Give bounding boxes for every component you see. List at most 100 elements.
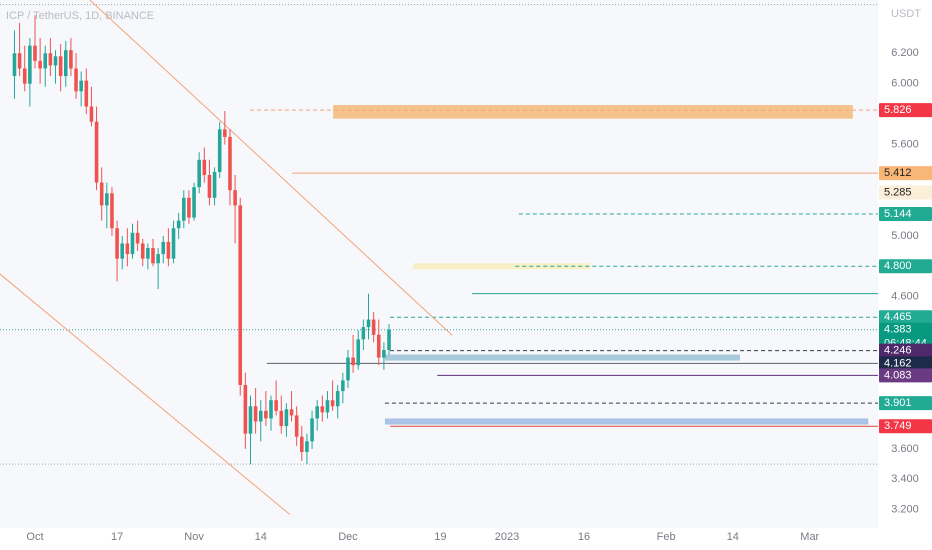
candle-body: [53, 56, 58, 66]
candle-body: [197, 159, 201, 188]
candle-body: [181, 197, 186, 221]
candle-body: [146, 248, 150, 259]
candle-body: [253, 406, 258, 422]
price-zone: [384, 418, 869, 425]
candle-body: [274, 400, 278, 411]
candle-body: [269, 400, 273, 419]
y-tick-label: 3.200: [891, 504, 919, 516]
candle-body: [346, 357, 350, 381]
price-label-box: [879, 310, 932, 325]
currency-label: USDT: [891, 8, 921, 20]
candle-body: [258, 410, 263, 422]
candle-body: [28, 45, 32, 84]
candle-body: [156, 254, 160, 264]
price-label-box: [879, 206, 932, 221]
candle-body: [335, 391, 340, 407]
candle-body: [171, 228, 176, 259]
price-zone: [413, 263, 591, 270]
candle-body: [310, 418, 314, 442]
candle-body: [356, 339, 361, 366]
price-label: 4.162: [884, 357, 912, 369]
candle-body: [315, 406, 319, 419]
candle-body: [289, 409, 294, 416]
candle-body: [63, 50, 68, 77]
trendline: [0, 273, 291, 515]
candle-body: [99, 182, 104, 206]
price-label-box: [879, 185, 932, 200]
price-label: 5.285: [884, 186, 912, 198]
candle-body: [325, 400, 330, 413]
candle-body: [74, 68, 78, 92]
x-tick-label: 17: [111, 531, 123, 543]
y-tick-label: 5.000: [891, 230, 919, 242]
candle-body: [387, 329, 391, 350]
x-tick-label: Dec: [338, 531, 358, 543]
x-tick-label: 14: [727, 531, 739, 543]
candle-body: [89, 106, 94, 122]
candle-body: [330, 400, 335, 407]
candle-body: [243, 384, 248, 434]
candle-body: [382, 349, 386, 358]
x-tick-label: 14: [255, 531, 267, 543]
time-axis: [0, 528, 932, 550]
y-tick-label: 6.000: [891, 78, 919, 90]
x-tick-label: 16: [578, 531, 590, 543]
candle-body: [105, 193, 109, 206]
candle-body: [33, 45, 37, 61]
price-label: 4.246: [884, 344, 912, 356]
x-tick-label: 19: [434, 531, 446, 543]
candle-body: [48, 53, 53, 66]
candle-body: [233, 190, 237, 206]
x-tick-label: Mar: [800, 531, 819, 543]
candle-body: [192, 187, 196, 218]
y-tick-label: 3.600: [891, 443, 919, 455]
price-label: 4.083: [884, 369, 912, 381]
candle-body: [212, 171, 217, 198]
price-label: 5.826: [884, 104, 912, 116]
price-label: 3.901: [884, 397, 912, 409]
x-tick-label: Oct: [26, 531, 43, 543]
candle-body: [140, 243, 145, 259]
candle-body: [264, 410, 268, 419]
candle-body: [202, 159, 207, 175]
price-label: 5.144: [884, 208, 912, 220]
candle-body: [320, 406, 325, 413]
candle-body: [217, 129, 222, 172]
price-label-box: [879, 343, 932, 358]
candle-body: [110, 193, 114, 229]
x-tick-label: Feb: [657, 531, 676, 543]
price-label-box: [879, 103, 932, 118]
candle-body: [94, 121, 99, 183]
candle-body: [366, 319, 371, 328]
price-label: 4.465: [884, 311, 912, 323]
candle-body: [69, 50, 73, 69]
candle-body: [58, 56, 63, 77]
candle-body: [22, 68, 27, 84]
candle-body: [223, 129, 227, 137]
candle-body: [341, 380, 345, 392]
price-label: 4.383: [884, 324, 912, 336]
candle-body: [161, 241, 166, 255]
candle-body: [351, 357, 355, 366]
candle-body: [176, 220, 181, 229]
price-label: 4.800: [884, 260, 912, 272]
candle-body: [130, 232, 135, 255]
price-label-box: [879, 396, 932, 411]
candle-body: [279, 410, 284, 427]
candle-body: [294, 415, 299, 437]
trendline: [89, 0, 453, 336]
candle-body: [115, 228, 119, 259]
candle-body: [135, 232, 140, 244]
candle-body: [284, 409, 289, 427]
price-zone: [384, 354, 740, 361]
candle-body: [248, 406, 253, 434]
candle-body: [38, 60, 42, 69]
candle-body: [84, 80, 89, 107]
y-tick-label: 5.600: [891, 138, 919, 150]
y-tick-label: 6.200: [891, 47, 919, 59]
candle-body: [376, 334, 381, 358]
price-zone: [333, 104, 853, 119]
candle-body: [12, 53, 17, 77]
symbol-title: ICP / TetherUS, 1D, BINANCE: [6, 10, 154, 22]
